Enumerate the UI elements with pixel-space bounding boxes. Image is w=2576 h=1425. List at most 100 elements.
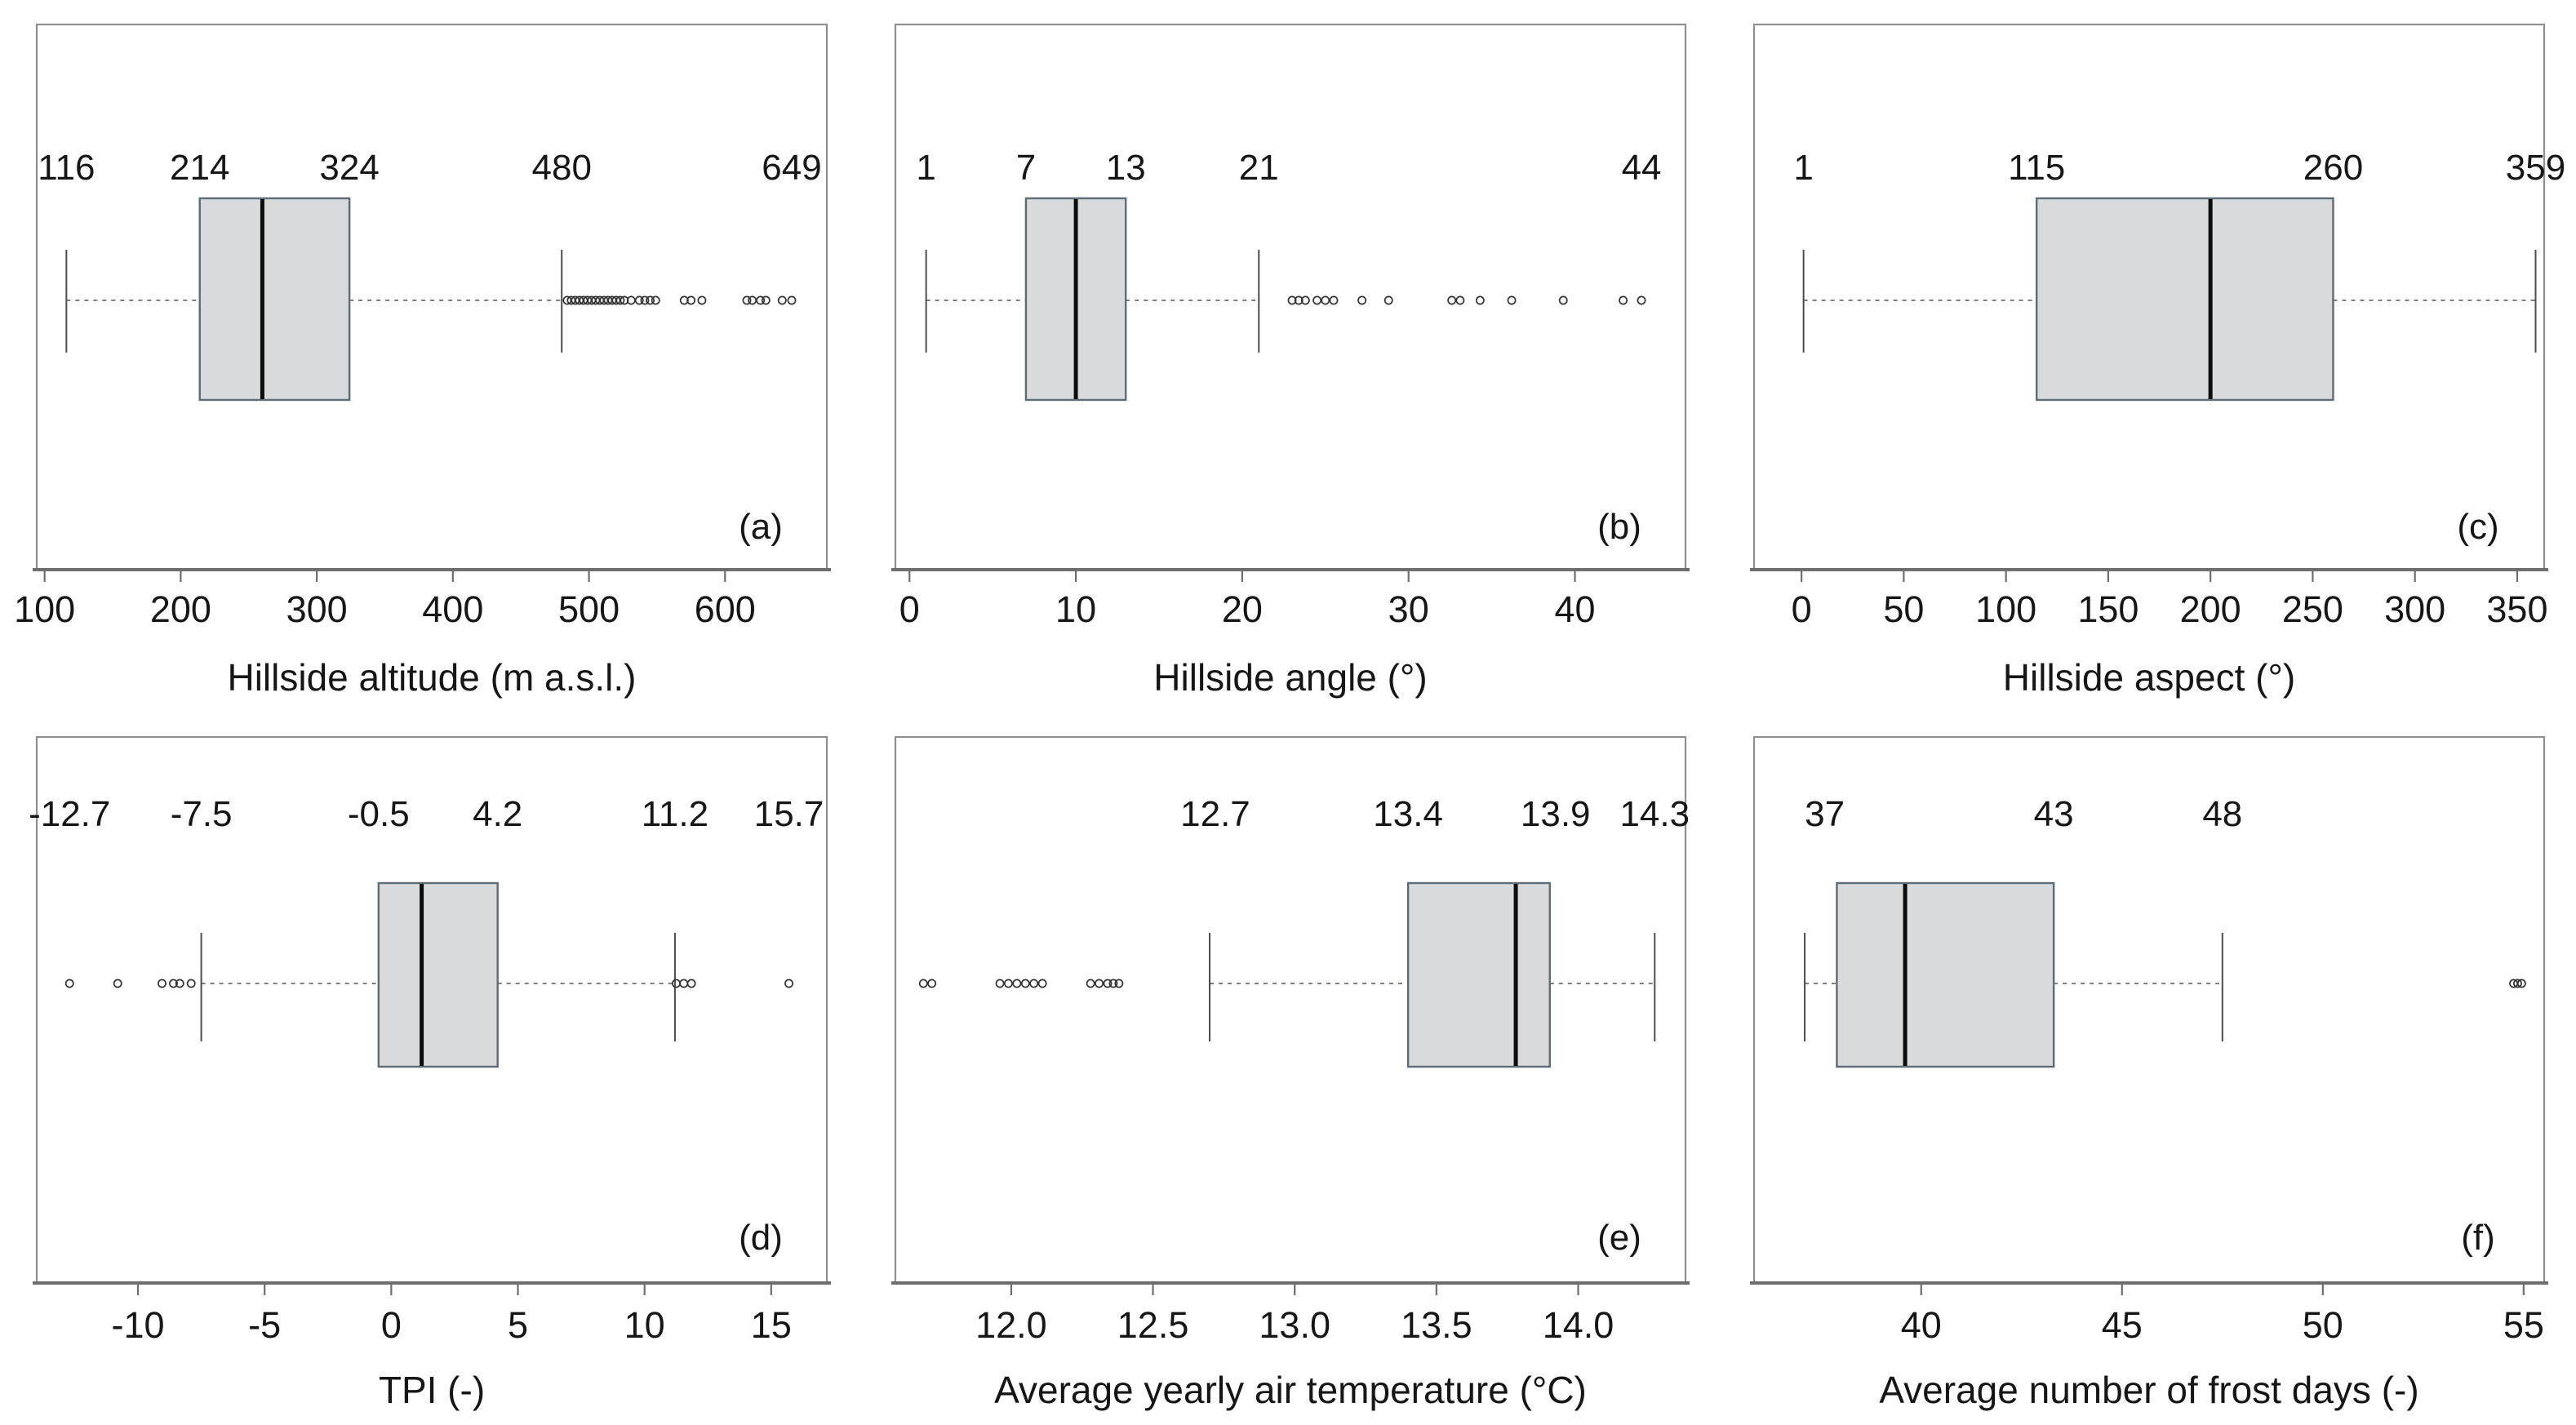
x-axis-title: Average number of frost days (-) — [1879, 1369, 2418, 1411]
x-axis-tick-label: -10 — [112, 1304, 165, 1346]
outlier-point — [1029, 979, 1039, 988]
boxplot-c: 1 115 260 359 (c) 0 50 100 150 200 250 300 350 Hillsi… — [1750, 23, 2565, 699]
value-label: 14.3 — [1619, 794, 1690, 834]
iqr-box — [2036, 197, 2334, 402]
x-axis-tick-label: 150 — [2077, 588, 2139, 630]
value-label: 11.2 — [642, 794, 708, 834]
value-label: 48 — [2202, 794, 2242, 834]
outlier-point — [2513, 979, 2522, 988]
value-label: 359 — [2506, 148, 2565, 188]
outlier-point — [1037, 979, 1047, 988]
outlier-point — [777, 295, 787, 305]
outlier-point — [634, 295, 644, 305]
iqr-box — [1406, 881, 1551, 1068]
outlier-point — [1312, 295, 1322, 305]
value-label: -7.5 — [171, 794, 233, 834]
outlier-point — [640, 295, 650, 305]
value-label: 1 — [1793, 148, 1813, 188]
outlier-point — [615, 295, 625, 305]
value-label: 1 — [916, 148, 935, 188]
iqr-box — [198, 197, 351, 402]
outlier-point — [927, 979, 937, 988]
outlier-point — [742, 295, 752, 305]
boxplot-a: 116 214 324 480 649 (a) 100 200 300 400 500 600 Hill… — [14, 23, 831, 699]
panel-letter: (a) — [739, 507, 783, 547]
outlier-point — [651, 295, 660, 305]
x-axis-tick-label: 10 — [1055, 588, 1096, 630]
panel-e: 12.7 13.4 13.9 14.3 (e) 12.0 12.5 13.0 13.5 14.0 A… — [859, 712, 1717, 1425]
x-axis-tick-label: 20 — [1222, 588, 1263, 630]
x-axis-tick-label: 12.5 — [1117, 1304, 1189, 1346]
x-axis-tick-label: 100 — [14, 588, 75, 630]
panel-b: 1 7 13 21 44 (b) 0 10 20 30 40 Hillside angle (°) — [859, 0, 1717, 712]
value-label: 214 — [170, 148, 229, 188]
value-label: 13.9 — [1521, 794, 1591, 834]
value-label: 115 — [2008, 148, 2065, 188]
x-axis-title: TPI (-) — [379, 1369, 485, 1411]
x-axis-tick-label: 50 — [1883, 588, 1924, 630]
outlier-point — [1455, 295, 1465, 305]
outlier-point — [686, 295, 696, 305]
outlier-point — [646, 295, 655, 305]
outlier-point — [620, 295, 629, 305]
value-label: 324 — [319, 148, 379, 188]
boxplot-f: 37 43 48 (f) 40 45 50 55 Average number of frost… — [1750, 735, 2548, 1411]
outlier-point — [64, 979, 74, 988]
plot-border — [894, 735, 1687, 1285]
x-axis-tick-label: -5 — [248, 1304, 281, 1346]
outlier-point — [1383, 295, 1393, 305]
panel-c: 1 115 260 359 (c) 0 50 100 150 200 250 300 350 Hillsi… — [1717, 0, 2576, 712]
outlier-point — [158, 979, 167, 988]
outlier-point — [686, 979, 696, 988]
boxplot-e: 12.7 13.4 13.9 14.3 (e) 12.0 12.5 13.0 13.5 14.0 A… — [891, 735, 1690, 1411]
outlier-point — [113, 979, 122, 988]
x-axis-tick-label: 0 — [1792, 588, 1812, 630]
value-label: -12.7 — [29, 794, 110, 834]
outlier-point — [1475, 295, 1485, 305]
panel-letter: (c) — [2457, 507, 2498, 547]
outlier-point — [1108, 979, 1118, 988]
outlier-point — [1637, 295, 1646, 305]
x-axis-tick-label: 5 — [508, 1304, 528, 1346]
outlier-point — [679, 295, 689, 305]
outlier-point — [175, 979, 184, 988]
value-label: 43 — [2034, 794, 2074, 834]
x-axis-tick-label: 15 — [751, 1304, 792, 1346]
value-label: 37 — [1805, 794, 1845, 834]
outlier-point — [2516, 979, 2526, 988]
x-axis-title: Hillside angle (°) — [1153, 656, 1427, 699]
outlier-point — [756, 295, 766, 305]
iqr-box — [377, 881, 499, 1068]
panel-a: 116 214 324 480 649 (a) 100 200 300 400 500 600 Hill… — [0, 0, 859, 712]
outlier-point — [1357, 295, 1367, 305]
value-label: 21 — [1239, 148, 1279, 188]
x-axis-tick-label: 50 — [2303, 1304, 2343, 1346]
outlier-point — [1020, 979, 1030, 988]
outlier-point — [1086, 979, 1095, 988]
panel-letter: (e) — [1597, 1218, 1641, 1258]
x-axis-tick-label: 14.0 — [1543, 1304, 1614, 1346]
boxplot-d: -12.7 -7.5 -0.5 4.2 11.2 15.7 (d) -10 -5 0 5 10 15 TP… — [29, 735, 831, 1411]
panel-letter: (b) — [1597, 507, 1641, 547]
panel-letter: (f) — [2461, 1218, 2495, 1258]
outlier-point — [1447, 295, 1457, 305]
x-axis-title: Hillside altitude (m a.s.l.) — [227, 656, 636, 699]
x-axis-tick-label: 40 — [1901, 1304, 1942, 1346]
x-axis-tick-label: 13.5 — [1401, 1304, 1472, 1346]
value-label: 4.2 — [473, 794, 522, 834]
x-axis-tick-label: 40 — [1554, 588, 1595, 630]
value-label: 15.7 — [754, 794, 824, 834]
x-axis-tick-label: 10 — [624, 1304, 665, 1346]
x-axis-tick-label: 55 — [2503, 1304, 2544, 1346]
outlier-point — [1507, 295, 1517, 305]
outlier-point — [1287, 295, 1297, 305]
iqr-box — [1836, 881, 2055, 1068]
value-label: 260 — [2303, 148, 2363, 188]
outlier-point — [1294, 295, 1304, 305]
outlier-point — [918, 979, 928, 988]
x-axis-tick-label: 200 — [2180, 588, 2241, 630]
outlier-point — [169, 979, 178, 988]
value-label: -0.5 — [348, 794, 410, 834]
x-axis-tick-label: 30 — [1388, 588, 1429, 630]
